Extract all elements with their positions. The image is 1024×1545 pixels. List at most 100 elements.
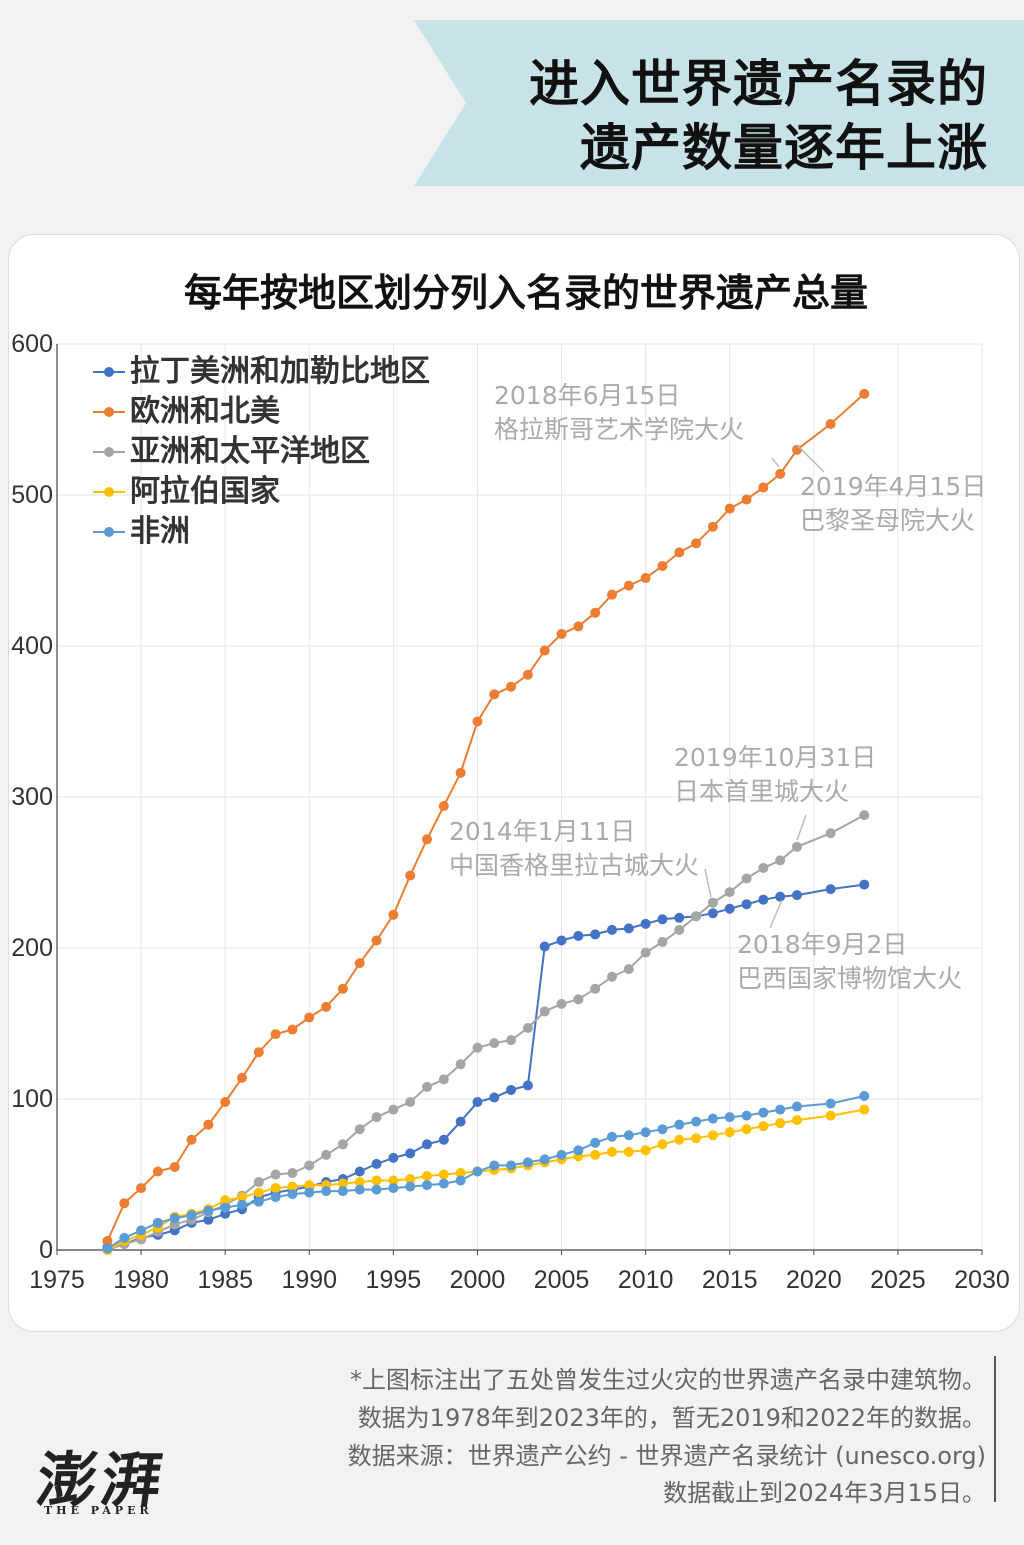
data-point	[741, 873, 752, 884]
data-point	[825, 828, 836, 839]
data-point	[707, 521, 718, 532]
data-point	[758, 1121, 769, 1132]
data-point	[506, 1084, 517, 1095]
annotation-event: 巴西国家博物馆大火	[737, 964, 962, 993]
data-point	[657, 1124, 668, 1135]
series-欧洲和北美	[102, 388, 870, 1246]
data-point	[321, 1001, 332, 1012]
data-point	[573, 1145, 584, 1156]
data-point	[304, 1160, 315, 1171]
data-point	[724, 1127, 735, 1138]
data-point	[556, 1149, 567, 1160]
data-point	[220, 1202, 231, 1213]
data-point	[388, 1152, 399, 1163]
data-point	[253, 1047, 264, 1058]
data-point	[388, 909, 399, 920]
data-point	[287, 1024, 298, 1035]
x-tick-label: 1980	[113, 1266, 169, 1294]
data-point	[825, 1098, 836, 1109]
data-point	[640, 1145, 651, 1156]
y-tick-label: 0	[39, 1236, 53, 1264]
data-point	[859, 879, 870, 890]
y-tick-label: 300	[11, 783, 53, 811]
data-point	[270, 1169, 281, 1180]
data-point	[741, 1110, 752, 1121]
x-tick-label: 1990	[281, 1266, 337, 1294]
data-point	[489, 689, 500, 700]
x-tick-label: 1995	[366, 1266, 422, 1294]
data-point	[792, 1115, 802, 1126]
legend-label: 非洲	[130, 514, 190, 549]
data-point	[422, 1180, 432, 1191]
data-point	[253, 1187, 264, 1198]
data-point	[287, 1167, 298, 1178]
legend-label: 欧洲和北美	[130, 394, 280, 429]
annotation-event: 格拉斯哥艺术学院大火	[494, 415, 744, 444]
data-point	[371, 1184, 382, 1195]
data-point	[304, 1012, 315, 1023]
data-point	[489, 1160, 500, 1171]
data-point	[758, 482, 769, 493]
annotation-leader	[769, 899, 783, 929]
data-point	[859, 388, 870, 399]
data-point	[792, 444, 802, 455]
data-point	[203, 1205, 214, 1216]
data-point	[657, 936, 668, 947]
data-point	[859, 810, 870, 821]
data-point	[371, 1112, 382, 1123]
data-point	[203, 1214, 214, 1225]
data-point	[455, 767, 466, 778]
data-point	[674, 1119, 685, 1130]
data-point	[792, 1101, 802, 1112]
data-point	[556, 628, 567, 639]
data-point	[270, 1029, 281, 1040]
annotation-date: 2018年9月2日	[737, 930, 907, 959]
data-point	[573, 994, 584, 1005]
thepaper-logo: 澎湃 THE PAPER	[32, 1432, 173, 1520]
series-line	[106, 1095, 865, 1250]
data-point	[136, 1225, 147, 1236]
data-point	[506, 1160, 517, 1171]
data-point	[304, 1180, 315, 1191]
data-point	[539, 645, 550, 656]
annotation-event: 中国香格里拉古城大火	[449, 851, 699, 880]
data-point	[287, 1181, 298, 1192]
title-banner	[414, 20, 1024, 186]
annotation-date: 2018年6月15日	[494, 381, 680, 410]
data-point	[758, 1107, 769, 1118]
data-point	[354, 958, 365, 969]
data-point	[438, 1074, 449, 1085]
data-point	[724, 503, 735, 514]
data-point	[354, 1184, 365, 1195]
data-point	[472, 716, 483, 727]
data-point	[422, 1081, 432, 1092]
data-point	[539, 1154, 550, 1165]
legend-marker	[104, 407, 114, 417]
data-point	[354, 1166, 365, 1177]
data-point	[825, 419, 836, 430]
data-point	[640, 947, 651, 958]
data-point	[590, 607, 601, 618]
data-point	[237, 1199, 247, 1210]
data-point	[640, 1127, 651, 1138]
data-point	[707, 897, 718, 908]
logo-subtext: THE PAPER	[44, 1504, 153, 1517]
data-point	[388, 1175, 399, 1186]
footnote-line: *上图标注出了五处曾发生过火灾的世界遗产名录中建筑物。	[350, 1366, 986, 1394]
annotation-event: 巴黎圣母院大火	[800, 506, 975, 535]
data-point	[741, 494, 752, 505]
data-point	[186, 1134, 197, 1145]
annotation-event: 日本首里城大火	[674, 777, 849, 806]
data-point	[590, 1149, 601, 1160]
data-point	[438, 801, 449, 812]
data-point	[422, 1171, 432, 1182]
data-point	[775, 855, 786, 866]
legend-label: 阿拉伯国家	[130, 474, 280, 509]
data-point	[337, 1139, 348, 1150]
data-point	[724, 887, 735, 898]
data-point	[623, 1146, 634, 1157]
data-point	[607, 589, 617, 600]
